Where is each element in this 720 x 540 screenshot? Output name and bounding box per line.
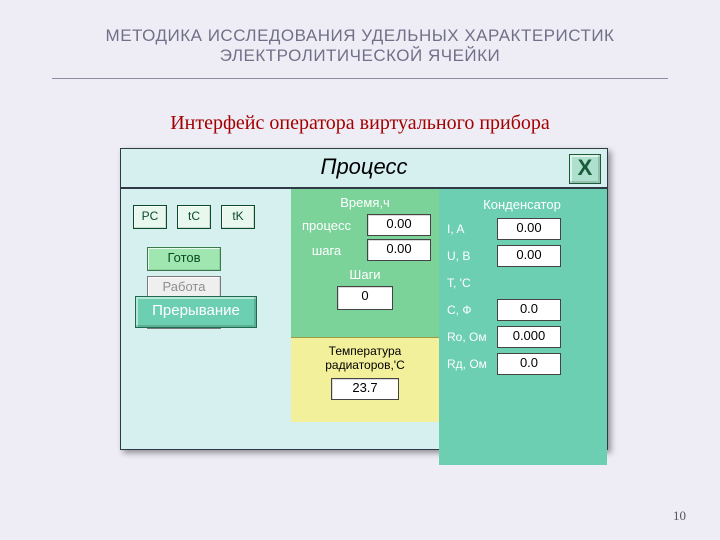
- cap-row-c: С, Ф 0.0: [447, 299, 597, 321]
- time-block: Время,ч процесс 0.00 шага 0.00 Шаги 0: [291, 189, 439, 337]
- slide-title-line2: ЭЛЕКТРОЛИТИЧЕСКОЙ ЯЧЕЙКИ: [220, 46, 501, 65]
- time-process-value: 0.00: [367, 214, 431, 236]
- cap-rd-label: Rд, Ом: [447, 357, 497, 371]
- cap-row-rd: Rд, Ом 0.0: [447, 353, 597, 375]
- time-step-value: 0.00: [367, 239, 431, 261]
- time-row-process: процесс 0.00: [299, 214, 431, 236]
- cap-rd-value: 0.0: [497, 353, 561, 375]
- cap-c-label: С, Ф: [447, 303, 497, 317]
- capacitor-header: Конденсатор: [447, 197, 597, 212]
- temperature-label-l1: Температура: [329, 344, 402, 358]
- slide-title-line1: МЕТОДИКА ИССЛЕДОВАНИЯ УДЕЛЬНЫХ ХАРАКТЕРИ…: [106, 26, 615, 45]
- cap-row-t: T, 'C: [447, 272, 597, 294]
- mini-button-pc[interactable]: PC: [133, 205, 167, 229]
- cap-u-value: 0.00: [497, 245, 561, 267]
- mini-button-row: PC tC tK: [133, 205, 293, 229]
- cap-row-ro: Ro, Ом 0.000: [447, 326, 597, 348]
- cap-row-i: I, A 0.00: [447, 218, 597, 240]
- mini-button-tk[interactable]: tK: [221, 205, 255, 229]
- status-ready-button[interactable]: Готов: [147, 247, 221, 271]
- time-row-step: шага 0.00: [299, 239, 431, 261]
- page-number: 10: [673, 508, 686, 524]
- temperature-value: 23.7: [331, 378, 399, 400]
- instrument-panel: Процесс X PC tC tK Готов Работа Прерыв П…: [120, 148, 608, 450]
- steps-label: Шаги: [299, 267, 431, 282]
- slide-subtitle: Интерфейс оператора виртуального прибора: [0, 112, 720, 135]
- interrupt-button[interactable]: Прерывание: [135, 296, 257, 328]
- temperature-label: Температура радиаторов,'C: [299, 344, 431, 372]
- slide-title: МЕТОДИКА ИССЛЕДОВАНИЯ УДЕЛЬНЫХ ХАРАКТЕРИ…: [52, 26, 668, 66]
- cap-u-label: U, В: [447, 249, 497, 263]
- cap-ro-value: 0.000: [497, 326, 561, 348]
- time-process-label: процесс: [299, 218, 354, 233]
- panel-title: Процесс: [121, 154, 607, 180]
- capacitor-block: Конденсатор I, A 0.00 U, В 0.00 T, 'C: [439, 189, 607, 465]
- mini-button-tc[interactable]: tC: [177, 205, 211, 229]
- cap-t-label: T, 'C: [447, 276, 497, 290]
- time-header: Время,ч: [299, 195, 431, 210]
- temperature-block: Температура радиаторов,'C 23.7: [291, 337, 439, 422]
- cap-row-u: U, В 0.00: [447, 245, 597, 267]
- cap-ro-label: Ro, Ом: [447, 330, 497, 344]
- cap-t-value: [497, 272, 561, 294]
- temperature-label-l2: радиаторов,'C: [325, 358, 405, 372]
- right-column: Конденсатор I, A 0.00 U, В 0.00 T, 'C: [439, 189, 607, 465]
- left-column: PC tC tK Готов Работа Прерыв Прерывание: [121, 189, 303, 344]
- cap-i-label: I, A: [447, 222, 497, 236]
- close-button[interactable]: X: [569, 154, 601, 184]
- middle-column: Время,ч процесс 0.00 шага 0.00 Шаги 0 Те…: [291, 189, 439, 449]
- title-underline: [52, 78, 668, 79]
- cap-i-value: 0.00: [497, 218, 561, 240]
- time-step-label: шага: [299, 243, 354, 258]
- panel-body: PC tC tK Готов Работа Прерыв Прерывание …: [121, 189, 607, 449]
- panel-titlebar: Процесс X: [121, 149, 607, 189]
- cap-c-value: 0.0: [497, 299, 561, 321]
- steps-value: 0: [337, 286, 393, 310]
